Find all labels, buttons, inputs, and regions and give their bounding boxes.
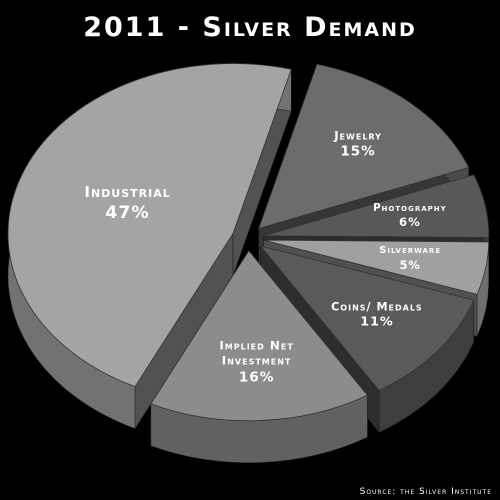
category-label: Silverware (379, 244, 442, 256)
slice (263, 174, 490, 238)
value-label: 5% (399, 257, 421, 272)
slice-label: Implied Net Investment 16% (192, 338, 322, 387)
value-label: 11% (360, 314, 394, 330)
value-label: 47% (105, 203, 150, 224)
slice-label: Photography 6% (345, 202, 475, 230)
slice (7, 63, 292, 388)
chart-title: 2011 - Silver Demand (83, 12, 417, 43)
slice (150, 250, 369, 422)
slice (258, 63, 470, 230)
value-label: 6% (398, 214, 421, 229)
source-note: Source: the Silver Institute (359, 487, 492, 497)
slice-label: Industrial 47% (63, 183, 193, 225)
slice-shade (150, 395, 368, 463)
slice (263, 239, 490, 295)
slice-shade (379, 300, 474, 433)
category-label: Industrial (84, 182, 171, 201)
category-label: Jewelry (334, 128, 382, 143)
slice-label: Coins/ Medals 11% (312, 300, 442, 331)
slice-label: Jewelry 15% (293, 129, 423, 162)
slice-shade (477, 241, 489, 337)
slice-shade (233, 69, 292, 276)
category-label: Coins/ Medals (331, 300, 423, 314)
category-label: Implied Net Investment (219, 338, 294, 368)
category-label: Photography (373, 202, 447, 214)
value-label: 15% (340, 143, 376, 160)
slice (259, 245, 475, 391)
slice-shade (135, 233, 234, 429)
value-label: 16% (238, 369, 275, 386)
slice-label: Silverware 5% (345, 245, 475, 273)
